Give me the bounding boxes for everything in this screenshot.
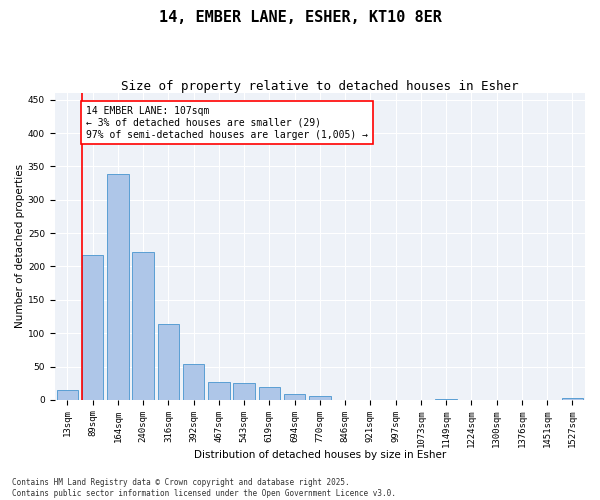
Bar	[56, 390, 78, 400]
Bar	[309, 396, 331, 400]
Bar	[233, 382, 255, 400]
Bar	[183, 364, 205, 400]
Y-axis label: Number of detached properties: Number of detached properties	[15, 164, 25, 328]
Bar	[82, 255, 103, 400]
Title: Size of property relative to detached houses in Esher: Size of property relative to detached ho…	[121, 80, 518, 93]
Bar	[436, 398, 457, 400]
X-axis label: Distribution of detached houses by size in Esher: Distribution of detached houses by size …	[194, 450, 446, 460]
Bar	[259, 386, 280, 400]
Bar	[133, 252, 154, 400]
Bar	[208, 382, 230, 400]
Bar	[158, 324, 179, 400]
Text: Contains HM Land Registry data © Crown copyright and database right 2025.
Contai: Contains HM Land Registry data © Crown c…	[12, 478, 396, 498]
Bar	[284, 394, 305, 400]
Bar	[562, 398, 583, 400]
Text: 14 EMBER LANE: 107sqm
← 3% of detached houses are smaller (29)
97% of semi-detac: 14 EMBER LANE: 107sqm ← 3% of detached h…	[86, 106, 368, 140]
Bar	[107, 174, 128, 400]
Text: 14, EMBER LANE, ESHER, KT10 8ER: 14, EMBER LANE, ESHER, KT10 8ER	[158, 10, 442, 25]
